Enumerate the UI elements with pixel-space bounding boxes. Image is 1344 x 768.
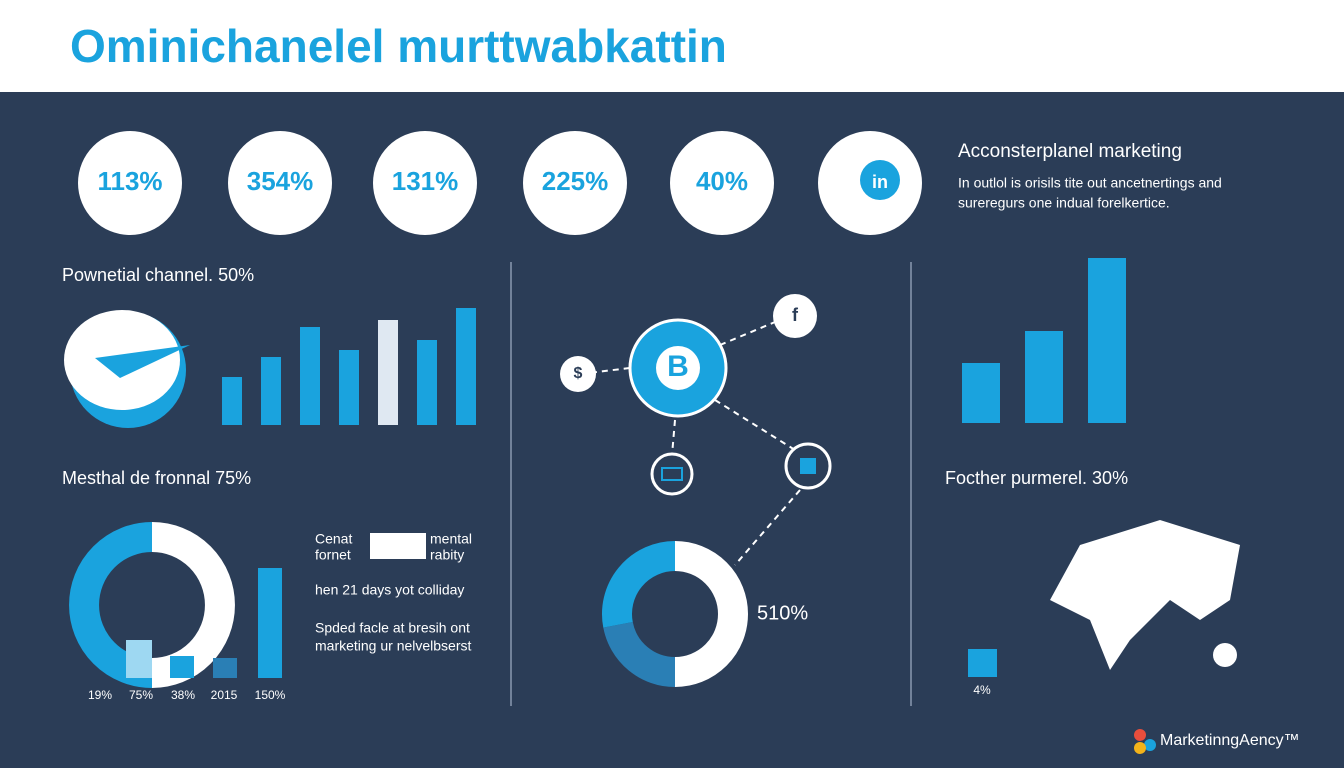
bar (222, 377, 242, 425)
brand: MarketinngAency™ (1160, 732, 1300, 749)
axis-label: 19% (88, 688, 112, 702)
legend-text: hen 21 days yot colliday (315, 582, 464, 598)
donut-segment (674, 541, 748, 687)
bar (300, 327, 320, 425)
stat-circle (523, 131, 627, 235)
stat-value: 354% (247, 166, 314, 196)
donut-segment (602, 541, 676, 628)
node-label: B (667, 350, 689, 383)
world-map (1050, 520, 1240, 670)
legend-text: rabity (430, 547, 464, 563)
plane-icon (95, 345, 190, 378)
bar (126, 640, 152, 678)
legend-box (370, 533, 426, 559)
stat-value: 225% (542, 166, 609, 196)
legend-text: Cenat (315, 531, 352, 547)
intro-text: In outlol is orisils tite out ancetnerti… (958, 175, 1222, 191)
stat-value: in (872, 172, 888, 192)
body-bg (0, 92, 1344, 768)
node-inner (656, 346, 700, 390)
bar (962, 363, 1000, 423)
bar-label: 4% (973, 683, 991, 697)
bar (1088, 258, 1126, 423)
legend-text: fornet (315, 547, 351, 563)
bar (417, 340, 437, 425)
panel-label: Focther purmerel. 30% (945, 468, 1128, 488)
bar (339, 350, 359, 425)
legend-text: mental (430, 531, 472, 547)
donut-segment (603, 621, 676, 687)
stat-value: 131% (392, 166, 459, 196)
bar (378, 320, 398, 425)
bar (456, 308, 476, 425)
node (560, 356, 596, 392)
stat-value: 40% (696, 166, 748, 196)
legend-text: Spded facle at bresih ont (315, 620, 470, 636)
intro-text: sureregurs one indual forelkertice. (958, 195, 1170, 211)
panel-label: Pownetial channel. 50% (62, 265, 254, 285)
node-label: $ (574, 365, 583, 382)
bar (1025, 331, 1063, 423)
axis-label: 150% (255, 688, 286, 702)
bar (968, 649, 997, 677)
bar (261, 357, 281, 425)
donut-label: 510% (757, 602, 808, 624)
stat-circle (670, 131, 774, 235)
bar (258, 568, 282, 678)
world-map (1213, 643, 1237, 667)
title: Ominichanelel murttwabkattin (70, 20, 727, 72)
axis-label: 38% (171, 688, 195, 702)
axis-label: 75% (129, 688, 153, 702)
node-icon (650, 452, 694, 496)
node (773, 294, 817, 338)
icon-bubble (860, 160, 900, 200)
brand-logo (1134, 729, 1156, 754)
legend-text: marketing ur nelvelbserst (315, 638, 472, 654)
panel-label: Mesthal de fronnal 75% (62, 468, 251, 488)
bar (213, 658, 237, 678)
donut-segment (69, 522, 153, 688)
stat-value: 113% (97, 166, 162, 196)
stat-circle (373, 131, 477, 235)
axis-label: 2015 (211, 688, 238, 702)
node-label: f (792, 305, 799, 325)
stat-circle (78, 131, 182, 235)
header-bg (0, 0, 1344, 92)
node-icon (800, 458, 816, 474)
intro-title: Acconsterplanel marketing (958, 141, 1182, 162)
bar (170, 656, 194, 678)
stat-circle (228, 131, 332, 235)
node-icon (661, 467, 683, 481)
network-links (579, 321, 801, 566)
